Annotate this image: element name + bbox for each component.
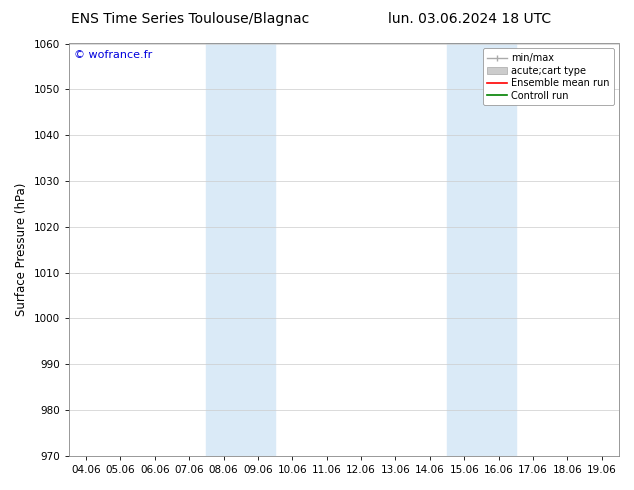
Text: ENS Time Series Toulouse/Blagnac: ENS Time Series Toulouse/Blagnac — [71, 12, 309, 26]
Legend: min/max, acute;cart type, Ensemble mean run, Controll run: min/max, acute;cart type, Ensemble mean … — [482, 49, 614, 105]
Bar — [447, 44, 516, 456]
Bar — [207, 44, 275, 456]
Text: lun. 03.06.2024 18 UTC: lun. 03.06.2024 18 UTC — [387, 12, 551, 26]
Y-axis label: Surface Pressure (hPa): Surface Pressure (hPa) — [15, 183, 28, 317]
Text: © wofrance.fr: © wofrance.fr — [74, 49, 153, 60]
